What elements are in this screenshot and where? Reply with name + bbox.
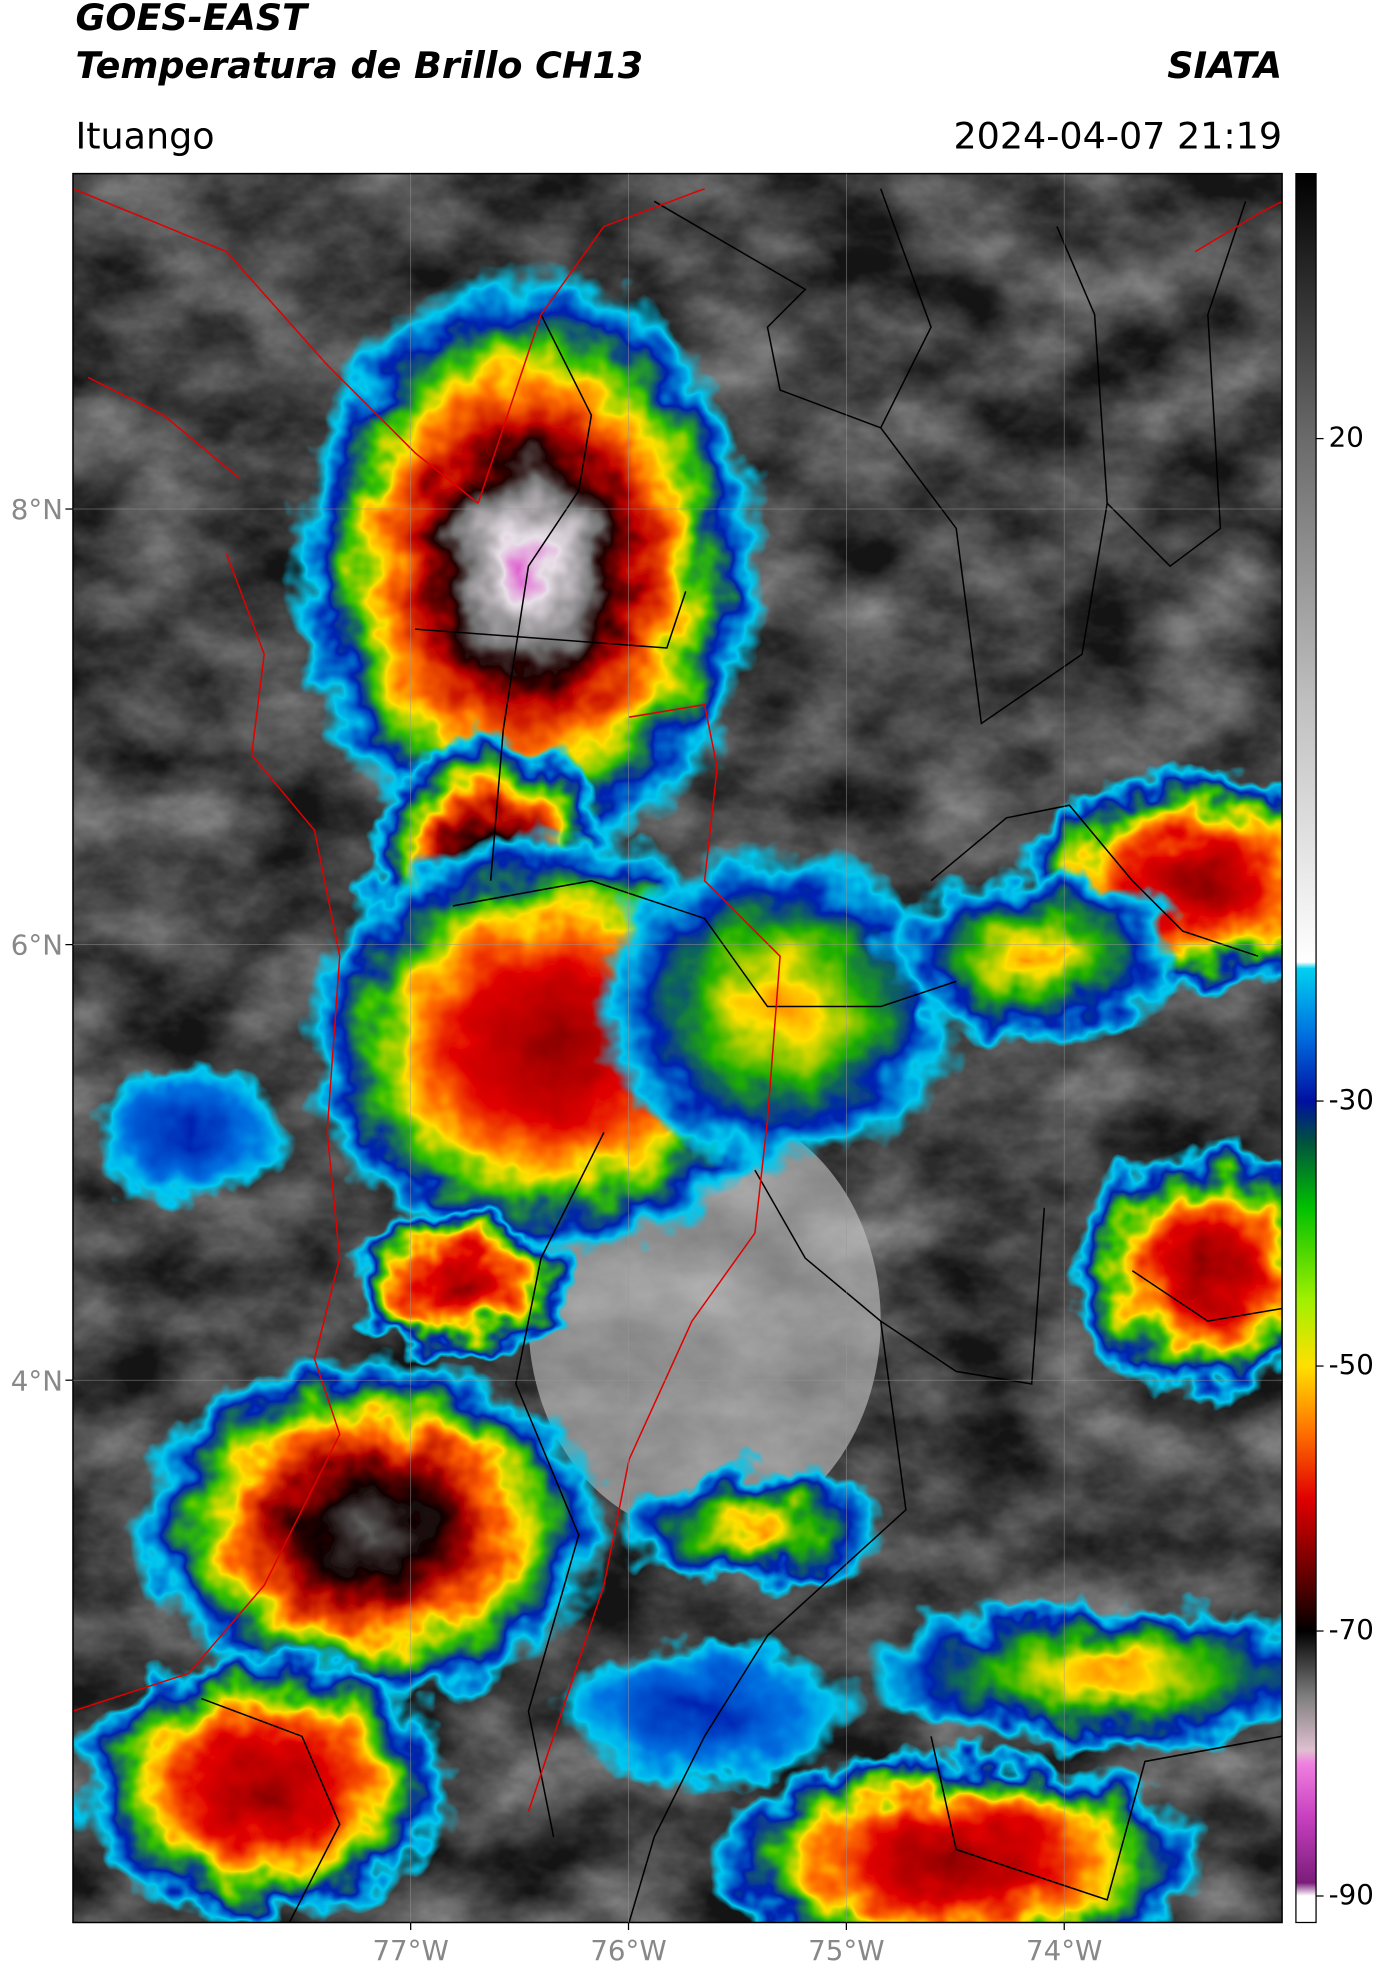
colorbar-tick-label: -70: [1329, 1613, 1374, 1646]
x-tick-label: 75°W: [808, 1934, 884, 1967]
colorbar-tick-label: 20: [1329, 421, 1364, 454]
x-tick-label: 74°W: [1026, 1934, 1102, 1967]
x-tick-label: 76°W: [590, 1934, 666, 1967]
location: Ituango: [75, 114, 214, 157]
title: GOES-EAST: [75, 0, 310, 39]
colorbar-tick-label: -90: [1329, 1878, 1374, 1911]
colorbar-tick-label: -50: [1329, 1348, 1374, 1381]
subtitle: Temperatura de Brillo CH13: [75, 44, 643, 87]
y-tick-label: 8°N: [11, 493, 63, 526]
datetime: 2024-04-07 21:19: [953, 114, 1282, 157]
colorbar: [1295, 172, 1317, 1924]
colorbar-tick-label: -30: [1329, 1083, 1374, 1116]
y-tick-label: 6°N: [11, 929, 63, 962]
satellite-image: [72, 173, 1283, 1923]
source: SIATA: [1167, 44, 1282, 87]
y-tick-label: 4°N: [11, 1364, 63, 1397]
x-tick-label: 77°W: [372, 1934, 448, 1967]
map-frame: [72, 172, 1283, 1924]
